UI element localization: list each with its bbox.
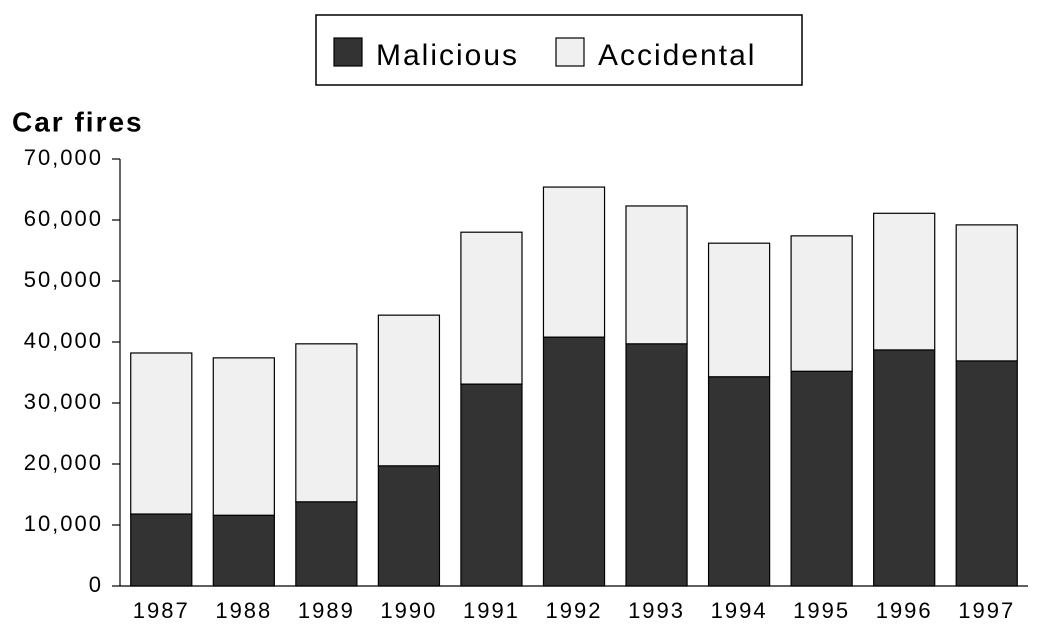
x-tick-label: 1990 [380,598,437,623]
legend-label: Accidental [598,39,756,72]
bar-segment [707,376,771,587]
bar-segment [130,352,193,515]
y-tick-label: 70,000 [24,145,103,170]
x-tick-label: 1992 [546,598,603,623]
bar-segment [130,513,193,587]
bar-segment [460,383,523,587]
x-tick-label: 1997 [958,598,1015,623]
bar-segment [212,514,275,587]
bar-segment [625,343,688,587]
chart-title: Car fires [12,106,144,137]
bar-segment [955,360,1018,587]
bar-segment [377,465,441,587]
y-tick-label: 0 [89,572,103,597]
bar-segment [790,370,853,587]
x-tick-label: 1991 [463,598,520,623]
x-tick-label: 1996 [876,598,933,623]
bar-segment [873,212,936,351]
x-tick-label: 1987 [133,598,190,623]
y-tick-label: 10,000 [24,511,103,536]
x-tick-label: 1994 [711,598,768,623]
y-tick-label: 40,000 [24,328,103,353]
bar-segment [790,235,853,372]
bar-segment [460,231,523,385]
bar-segment [295,343,358,503]
bar-segment [212,357,275,516]
bar-segment [873,349,936,587]
bar-segment [625,205,688,345]
x-tick-label: 1988 [215,598,272,623]
y-tick-label: 20,000 [24,450,103,475]
bar-segment [542,186,606,338]
y-tick-label: 30,000 [24,389,103,414]
bar-segment [542,336,606,587]
legend-label: Malicious [376,39,519,72]
x-tick-label: 1993 [628,598,685,623]
x-tick-label: 1989 [298,598,355,623]
bar-segment [295,501,358,587]
bar-segment [955,224,1018,362]
y-tick-label: 50,000 [24,267,103,292]
bar-segment [707,242,771,378]
x-tick-label: 1995 [793,598,850,623]
bar-segment [377,314,441,467]
y-tick-label: 60,000 [24,206,103,231]
legend-swatch [333,37,363,67]
legend-swatch [555,37,585,67]
